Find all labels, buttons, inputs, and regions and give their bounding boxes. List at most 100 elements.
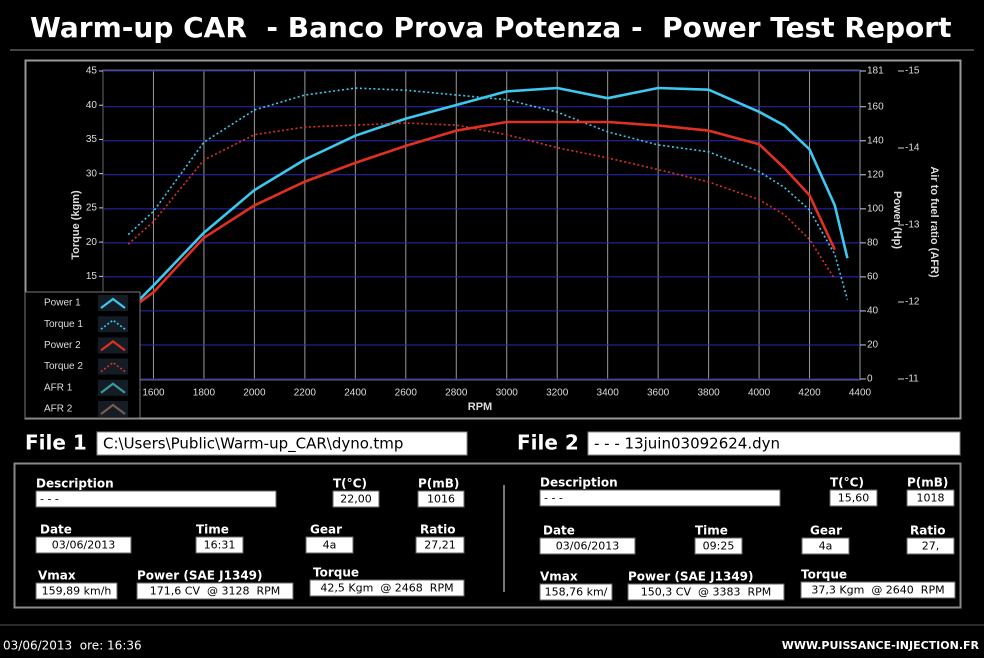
field-box <box>332 490 380 508</box>
field-value: 4a <box>323 539 337 552</box>
field-label: Ratio <box>910 524 945 538</box>
plot-area <box>102 69 861 381</box>
field-label: Gear <box>310 523 342 537</box>
x-tick-label: 2200 <box>294 388 317 399</box>
legend <box>24 291 141 419</box>
field-value: 27,21 <box>424 539 456 552</box>
field-box <box>415 536 465 554</box>
y2-tick-label: 80 <box>867 238 879 249</box>
field-label: Time <box>196 523 229 537</box>
field-label: Vmax <box>540 570 578 584</box>
y3-tick-label: -14 <box>905 143 920 154</box>
legend-swatch-box <box>98 316 128 333</box>
legend-swatch-box <box>98 358 128 375</box>
legend-swatch <box>100 340 126 352</box>
x-tick-label: 4000 <box>748 388 771 399</box>
field-label: Description <box>36 477 114 491</box>
field-value: 22,00 <box>340 493 372 506</box>
field-box <box>309 579 465 597</box>
field-label: Power (SAE J1349) <box>137 569 263 583</box>
x-axis-label: RPM <box>468 401 492 413</box>
field-box <box>694 537 743 555</box>
y-tick-label: 45 <box>86 66 98 77</box>
legend-label: Torque 1 <box>44 319 83 330</box>
x-tick-label: 3000 <box>496 388 519 399</box>
legend-swatch <box>100 361 126 373</box>
file-path-box <box>96 431 468 456</box>
y3-tick-label: -13 <box>905 220 920 231</box>
field-value: 42,5 Kgm @ 2468 RPM <box>320 582 453 595</box>
field-box <box>801 537 850 555</box>
field-label: Date <box>543 524 575 538</box>
y2-tick-label: 60 <box>867 272 879 283</box>
legend-swatch <box>100 382 126 394</box>
x-tick-label: 1800 <box>193 388 216 399</box>
plot-lines <box>127 86 849 312</box>
field-label: T(°C) <box>333 477 367 491</box>
legend-label: AFR 2 <box>44 404 73 415</box>
field-label: Gear <box>810 524 842 538</box>
legend-swatch <box>100 403 126 415</box>
file-label: File 1 <box>25 431 87 455</box>
field-box <box>136 582 294 600</box>
field-value: 150,3 CV @ 3383 RPM <box>641 586 771 599</box>
y2-tick-label: 181 <box>867 66 884 77</box>
x-tick-label: 2600 <box>395 388 418 399</box>
y-tick-label: 15 <box>86 271 98 282</box>
file-path: - - - 13juin03092624.dyn <box>594 435 780 453</box>
y2-tick-label: 160 <box>867 101 884 112</box>
y3-axis-label: Air to fuel ratio (AFR) <box>928 166 940 278</box>
legend-label: Power 2 <box>44 340 81 351</box>
y-tick-label: 35 <box>86 134 98 145</box>
y3-tick-label: -15 <box>905 66 920 77</box>
file-path-box <box>587 431 961 456</box>
field-box <box>800 581 956 599</box>
legend-label: Power 1 <box>44 298 81 309</box>
x-tick-label: 3600 <box>647 388 670 399</box>
y-tick-label: 25 <box>86 203 98 214</box>
series-line <box>127 86 849 312</box>
field-label: P(mB) <box>418 477 459 491</box>
field-value: 15,60 <box>838 492 870 505</box>
field-box <box>35 536 132 554</box>
legend-swatch-box <box>98 379 128 396</box>
field-value: 03/06/2013 <box>556 540 619 553</box>
x-tick-label: 2400 <box>344 388 367 399</box>
field-box <box>906 537 955 555</box>
x-tick-label: 4200 <box>798 388 821 399</box>
y-tick-label: 40 <box>86 100 98 111</box>
field-label: P(mB) <box>907 476 948 490</box>
field-value: 171,6 CV @ 3128 RPM <box>150 585 280 598</box>
field-box <box>539 489 781 507</box>
legend-swatch-box <box>98 337 128 354</box>
legend-swatch <box>100 319 126 330</box>
field-box <box>906 489 955 507</box>
field-box <box>539 583 613 601</box>
field-label: Power (SAE J1349) <box>628 570 754 584</box>
y2-tick-label: 140 <box>867 135 884 146</box>
x-tick-label: 2800 <box>445 388 468 399</box>
field-value: 1018 <box>917 492 945 505</box>
y2-tick-label: 100 <box>867 203 884 214</box>
x-tick-label: 3400 <box>597 388 620 399</box>
field-box <box>417 490 465 508</box>
field-label: Ratio <box>420 523 455 537</box>
legend-swatch-box <box>98 295 128 311</box>
series-line <box>127 87 849 300</box>
x-tick-label: 3200 <box>546 388 569 399</box>
field-value: 37,3 Kgm @ 2640 RPM <box>811 584 944 597</box>
field-value: 4a <box>819 540 833 553</box>
y2-tick-label: 20 <box>867 340 879 351</box>
field-value: 27, <box>922 540 940 553</box>
field-value: - - - <box>40 493 59 506</box>
x-tick-label: 4400 <box>849 388 872 399</box>
field-box <box>829 489 878 507</box>
field-value: - - - <box>544 492 563 505</box>
field-label: Time <box>695 524 728 538</box>
field-label: T(°C) <box>830 476 864 490</box>
report-title: Warm-up CAR - Banco Prova Potenza - Powe… <box>30 11 951 44</box>
y2-axis-label: Power (Hp) <box>891 191 903 249</box>
field-box <box>35 582 118 600</box>
legend-swatch <box>100 297 126 309</box>
